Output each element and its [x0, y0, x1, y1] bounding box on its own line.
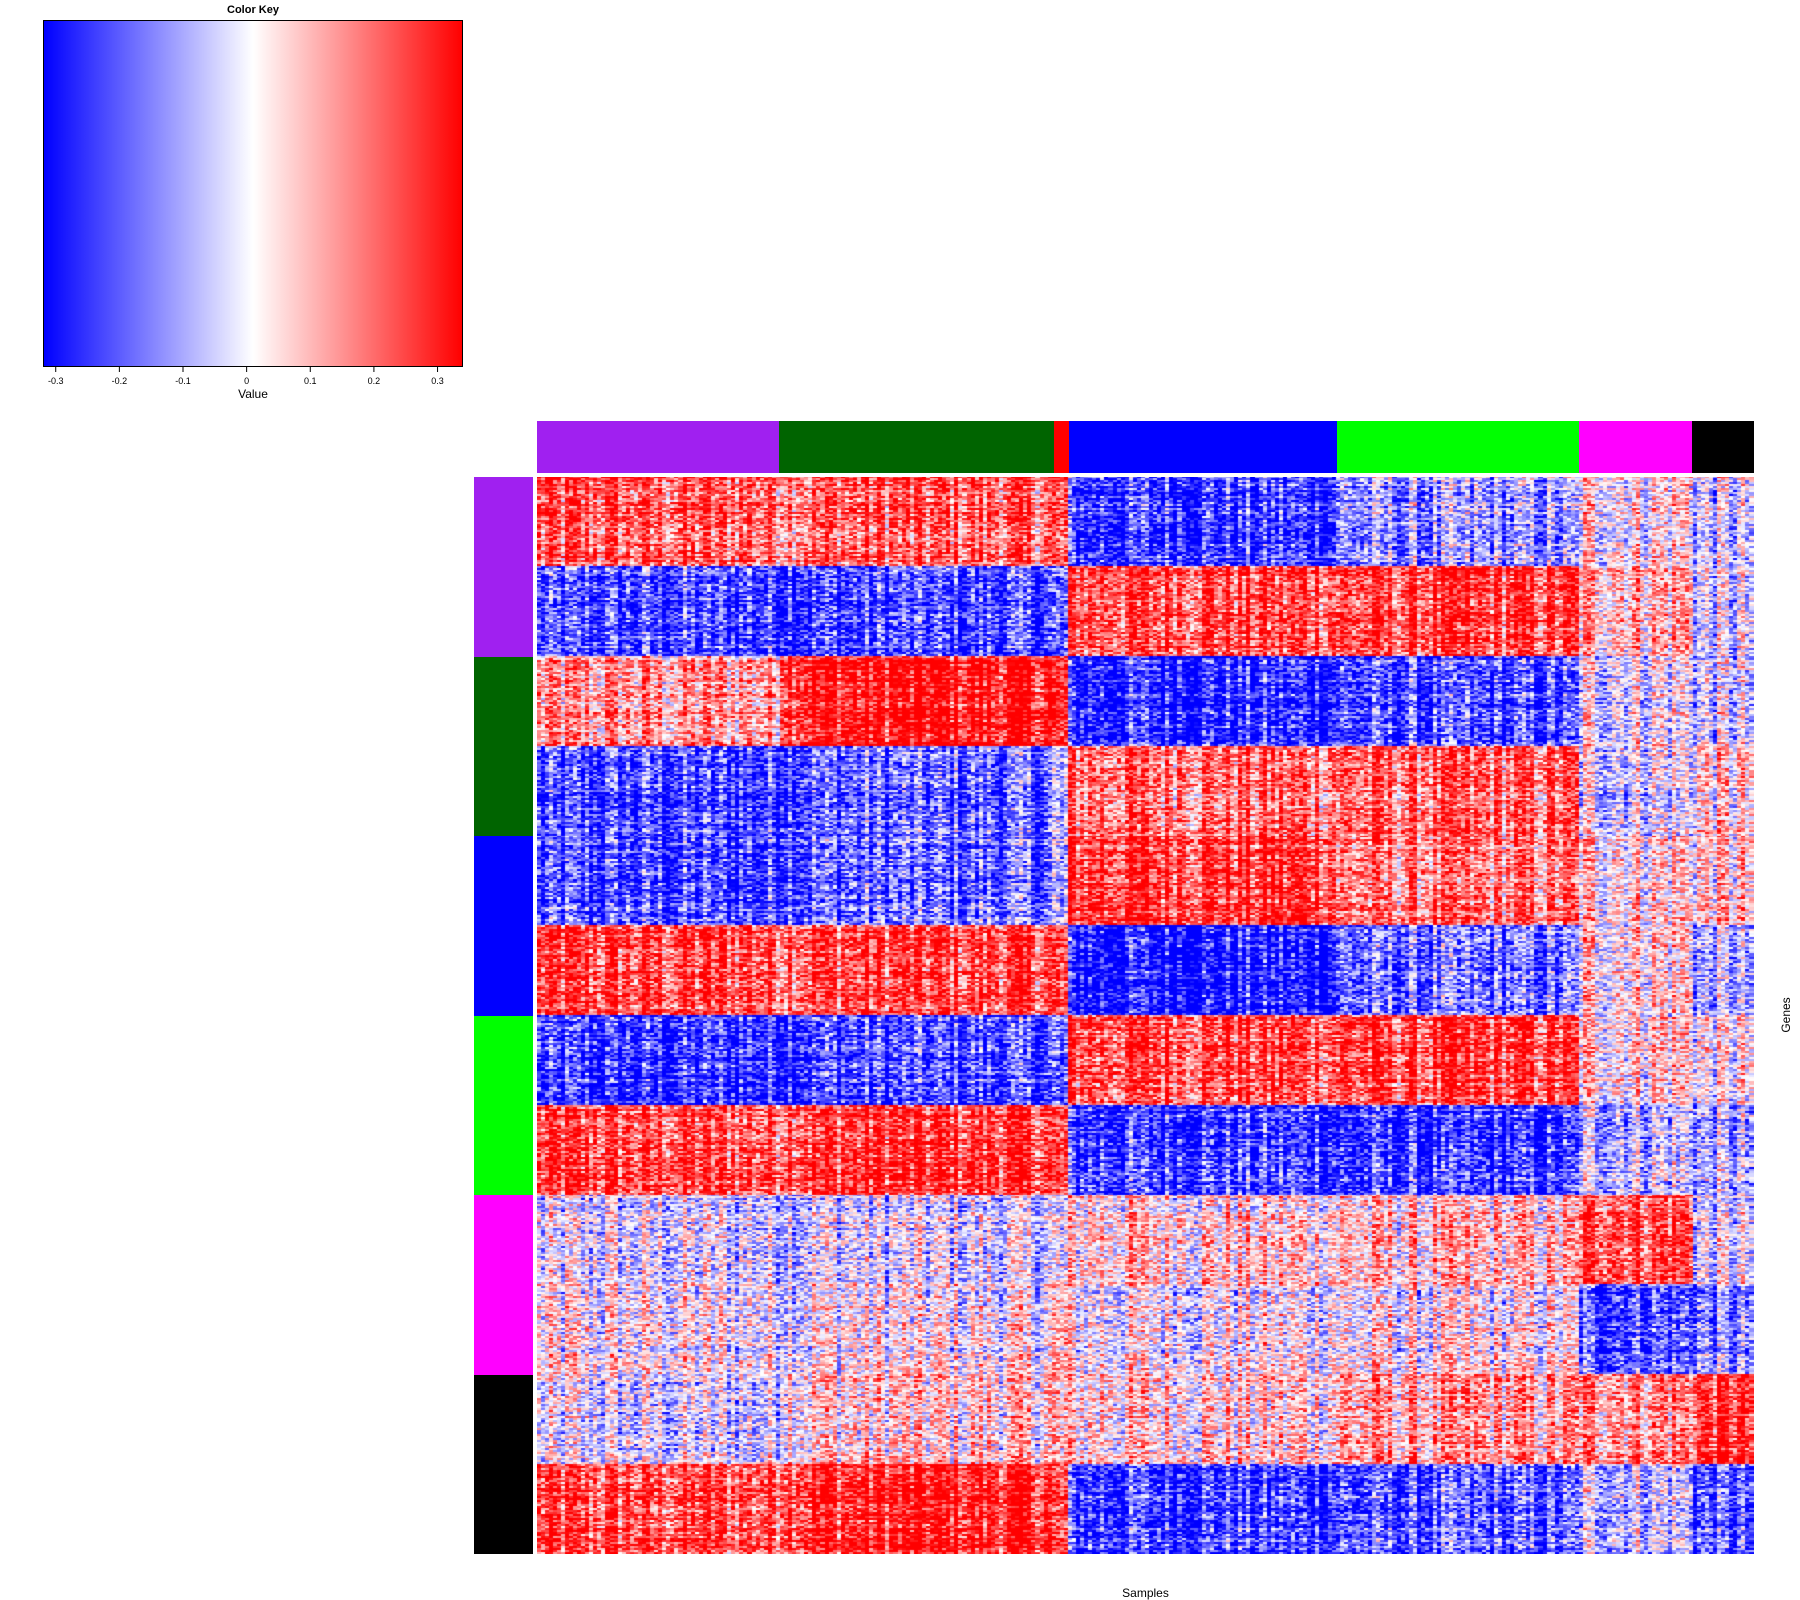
gene-group-bar	[474, 657, 533, 836]
sample-group-bar	[1337, 421, 1579, 473]
y-axis-label: Genes	[1779, 997, 1793, 1033]
sample-group-bar	[537, 421, 779, 473]
sample-group-bar	[1692, 421, 1754, 473]
heatmap-matrix	[537, 477, 1754, 1554]
sample-group-bar	[1054, 421, 1069, 473]
sample-group-bar	[779, 421, 1054, 473]
color-key-title: Color Key	[227, 4, 279, 16]
color-key-tick-label: 0.1	[304, 376, 317, 386]
gene-group-bar	[474, 1195, 533, 1375]
gene-group-bar	[474, 836, 533, 1016]
color-key-tick-label: 0.3	[431, 376, 444, 386]
color-key-tick-label: -0.1	[175, 376, 191, 386]
color-key-tick-label: 0	[244, 376, 249, 386]
color-key-tick-label: 0.2	[368, 376, 381, 386]
color-key-xlabel: Value	[238, 387, 268, 401]
gene-group-bar	[474, 1375, 533, 1554]
gene-group-sidebar	[474, 477, 533, 1554]
sample-group-bar	[1579, 421, 1692, 473]
color-key-gradient	[43, 20, 463, 367]
gene-group-bar	[474, 477, 533, 657]
color-key-tick-label: -0.3	[48, 376, 64, 386]
color-key-tick-label: -0.2	[112, 376, 128, 386]
gene-group-bar	[474, 1016, 533, 1195]
x-axis-label: Samples	[1122, 1586, 1169, 1600]
color-key-ticks: -0.3 -0.2 -0.1 0 0.1 0.2 0.3	[48, 367, 444, 386]
sample-group-sidebar	[537, 421, 1754, 473]
sample-group-bar	[1069, 421, 1337, 473]
